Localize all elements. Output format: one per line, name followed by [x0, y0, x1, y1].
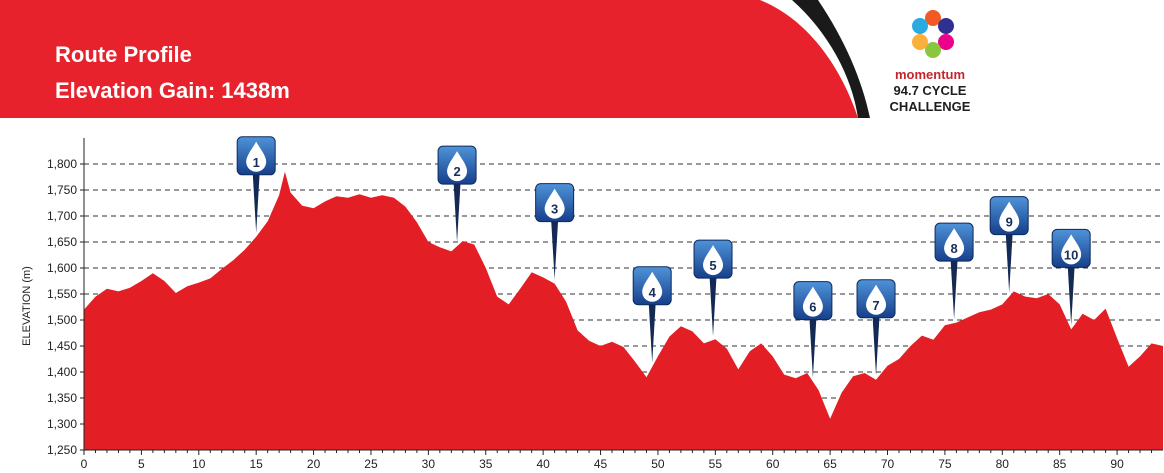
y-tick-label: 1,750 — [47, 183, 77, 197]
waypoint-label: 3 — [551, 202, 558, 217]
y-tick-labels: 1,250 1,300 1,350 1,400 1,450 1,500 1,550 1,600… — [47, 157, 84, 457]
waypoint-label: 6 — [809, 300, 816, 315]
x-tick-label: 65 — [823, 457, 837, 471]
water-drop-icon — [246, 141, 267, 172]
waypoint-pointer — [950, 259, 958, 320]
x-tick-label: 15 — [250, 457, 264, 471]
logo-line2: 94.7 CYCLE — [894, 83, 967, 98]
water-drop-icon — [944, 228, 965, 259]
x-tick-label: 45 — [594, 457, 608, 471]
water-drop-icon — [447, 151, 468, 182]
y-tick-label: 1,450 — [47, 339, 77, 353]
x-tick-label: 55 — [709, 457, 723, 471]
water-drop-icon — [866, 284, 887, 315]
waypoint-pointer — [872, 315, 880, 376]
waypoint-pointer — [1067, 265, 1075, 326]
water-drop-icon — [703, 245, 724, 276]
x-tick-label: 5 — [138, 457, 145, 471]
y-tick-label: 1,300 — [47, 417, 77, 431]
x-tick-label: 60 — [766, 457, 780, 471]
y-tick-label: 1,700 — [47, 209, 77, 223]
water-drop-icon — [999, 201, 1020, 232]
waypoint-label: 1 — [253, 155, 260, 170]
x-tick-label: 80 — [996, 457, 1010, 471]
x-tick-label: 25 — [364, 457, 378, 471]
x-tick-label: 10 — [192, 457, 206, 471]
y-tick-label: 1,400 — [47, 365, 77, 379]
waypoint-10: 10 — [1051, 228, 1091, 326]
x-tick-label: 35 — [479, 457, 493, 471]
x-tick-label: 40 — [536, 457, 550, 471]
x-tick-label: 90 — [1110, 457, 1124, 471]
y-tick-label: 1,350 — [47, 391, 77, 405]
x-tick-label: 0 — [81, 457, 88, 471]
logo-line3: CHALLENGE — [890, 99, 971, 114]
x-tick-label: 85 — [1053, 457, 1067, 471]
waypoint-label: 10 — [1064, 247, 1078, 262]
waypoint-pointer — [809, 317, 817, 378]
waypoint-pointer — [551, 219, 559, 280]
waypoint-pointer — [648, 302, 656, 363]
event-logo: momentum 94.7 CYCLE CHALLENGE — [890, 10, 971, 114]
water-drop-icon — [642, 271, 663, 302]
waypoint-7: 7 — [856, 279, 896, 376]
header-subtitle: Elevation Gain: 1438m — [55, 78, 290, 103]
y-tick-label: 1,550 — [47, 287, 77, 301]
waypoint-label: 4 — [649, 285, 657, 300]
header-swoosh-black — [792, 0, 870, 118]
logo-emblem-icon — [912, 10, 954, 58]
waypoint-label: 7 — [872, 298, 879, 313]
elevation-area — [84, 171, 1163, 451]
y-axis-label: ELEVATION (m) — [21, 266, 33, 346]
waypoint-label: 2 — [453, 164, 460, 179]
x-tick-label: 30 — [422, 457, 436, 471]
waypoint-5: 5 — [693, 239, 733, 337]
water-drop-icon — [1061, 234, 1082, 265]
waypoint-pointer — [252, 172, 260, 233]
waypoint-8: 8 — [934, 222, 974, 320]
waypoint-label: 9 — [1006, 215, 1013, 230]
logo-brand: momentum — [895, 67, 965, 82]
waypoint-pointer — [1005, 232, 1013, 293]
x-tick-label: 50 — [651, 457, 665, 471]
header-banner — [0, 0, 858, 118]
waypoint-pointer — [453, 182, 461, 243]
x-tick-label: 70 — [881, 457, 895, 471]
waypoint-markers: 1 2 3 4 5 6 7 8 9 10 — [236, 136, 1091, 378]
header-title: Route Profile — [55, 42, 192, 67]
y-tick-label: 1,650 — [47, 235, 77, 249]
x-tick-label: 75 — [938, 457, 952, 471]
waypoint-1: 1 — [236, 136, 276, 233]
waypoint-pointer — [709, 276, 717, 337]
y-tick-label: 1,600 — [47, 261, 77, 275]
waypoint-4: 4 — [632, 266, 672, 363]
water-drop-icon — [544, 188, 565, 219]
waypoint-label: 8 — [950, 241, 957, 256]
waypoint-9: 9 — [989, 196, 1029, 293]
waypoint-2: 2 — [437, 145, 477, 243]
waypoint-6: 6 — [793, 281, 833, 378]
x-tick-labels: 0 5 10 15 20 25 30 35 40 45 50 55 60 65 70 75 80 85 90 — [81, 450, 1153, 471]
x-tick-label: 20 — [307, 457, 321, 471]
y-tick-label: 1,800 — [47, 157, 77, 171]
waypoint-3: 3 — [535, 183, 575, 280]
water-drop-icon — [802, 286, 823, 317]
y-tick-label: 1,250 — [47, 443, 77, 457]
waypoint-label: 5 — [709, 258, 716, 273]
y-tick-label: 1,500 — [47, 313, 77, 327]
